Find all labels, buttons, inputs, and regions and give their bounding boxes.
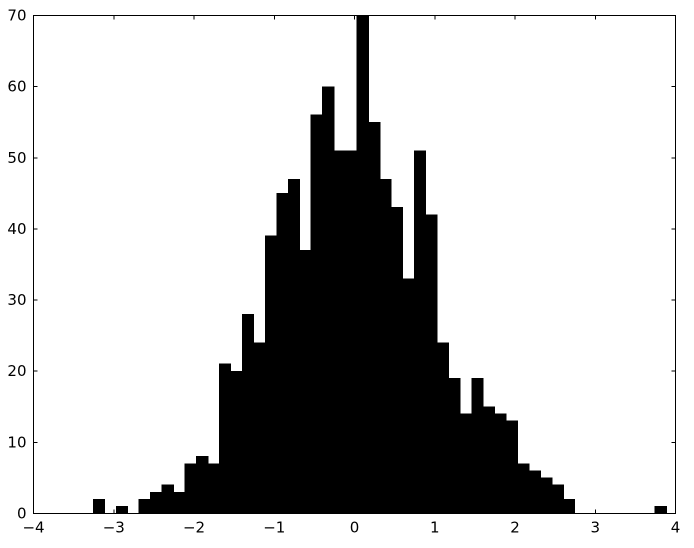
histogram-bar xyxy=(528,470,541,514)
histogram-bar xyxy=(253,342,266,514)
histogram-bar xyxy=(173,491,186,514)
histogram-bar xyxy=(654,506,667,514)
histogram-bar xyxy=(459,413,473,514)
x-tick-label: −1 xyxy=(263,519,285,537)
histogram-bar xyxy=(276,192,289,514)
histogram-bar xyxy=(505,420,518,514)
histogram-bar xyxy=(425,214,438,514)
plot-frame xyxy=(33,15,676,514)
histogram-bar xyxy=(184,463,197,514)
y-tick-label: 50 xyxy=(7,149,26,167)
y-tick-label: 20 xyxy=(7,362,26,380)
histogram-bar xyxy=(379,178,392,514)
histogram-bar xyxy=(218,363,232,514)
x-tick-label: −4 xyxy=(22,519,44,537)
histogram-bar xyxy=(436,342,450,514)
y-tick-label: 10 xyxy=(7,433,26,451)
histogram-bar xyxy=(299,249,312,514)
histogram-bar xyxy=(230,370,243,514)
histogram-bar xyxy=(551,484,564,514)
histogram-bar xyxy=(517,463,530,514)
histogram-bar xyxy=(138,498,151,514)
x-tick-label: 4 xyxy=(671,519,681,537)
histogram-bar xyxy=(563,498,576,514)
histogram-bar xyxy=(402,278,415,514)
histogram-bar xyxy=(448,377,461,514)
histogram-bar xyxy=(287,178,301,514)
histogram-bar xyxy=(161,484,174,514)
histogram-bar xyxy=(196,456,209,514)
histogram-bar xyxy=(356,15,369,514)
histogram-bar xyxy=(92,498,106,514)
x-tick-label: 0 xyxy=(350,519,360,537)
histogram-bar xyxy=(540,477,553,514)
histogram-bar xyxy=(494,413,507,514)
histogram-bar xyxy=(207,463,220,514)
y-tick-label: 60 xyxy=(7,78,26,96)
histogram-bar xyxy=(115,506,128,514)
y-tick-label: 40 xyxy=(7,220,26,238)
histogram-bar xyxy=(482,406,495,514)
y-tick-label: 30 xyxy=(7,291,26,309)
y-tick-label: 70 xyxy=(7,7,26,25)
histogram-bar xyxy=(150,491,163,514)
y-tick-label: 0 xyxy=(17,505,27,523)
x-tick-label: 2 xyxy=(510,519,520,537)
histogram-bar xyxy=(310,114,323,514)
x-tick-label: 3 xyxy=(590,519,600,537)
x-tick-label: −3 xyxy=(103,519,125,537)
histogram-bar xyxy=(471,377,484,514)
histogram-bar xyxy=(264,235,278,514)
histogram-bar xyxy=(368,121,381,514)
histogram-bar xyxy=(333,150,346,514)
histogram-bar xyxy=(345,150,358,514)
x-tick-label: 1 xyxy=(430,519,440,537)
histogram-bar xyxy=(413,150,427,514)
histogram-bar xyxy=(322,86,335,514)
x-tick-label: −2 xyxy=(183,519,205,537)
histogram-bar xyxy=(390,207,404,514)
histogram-bar xyxy=(241,313,255,514)
